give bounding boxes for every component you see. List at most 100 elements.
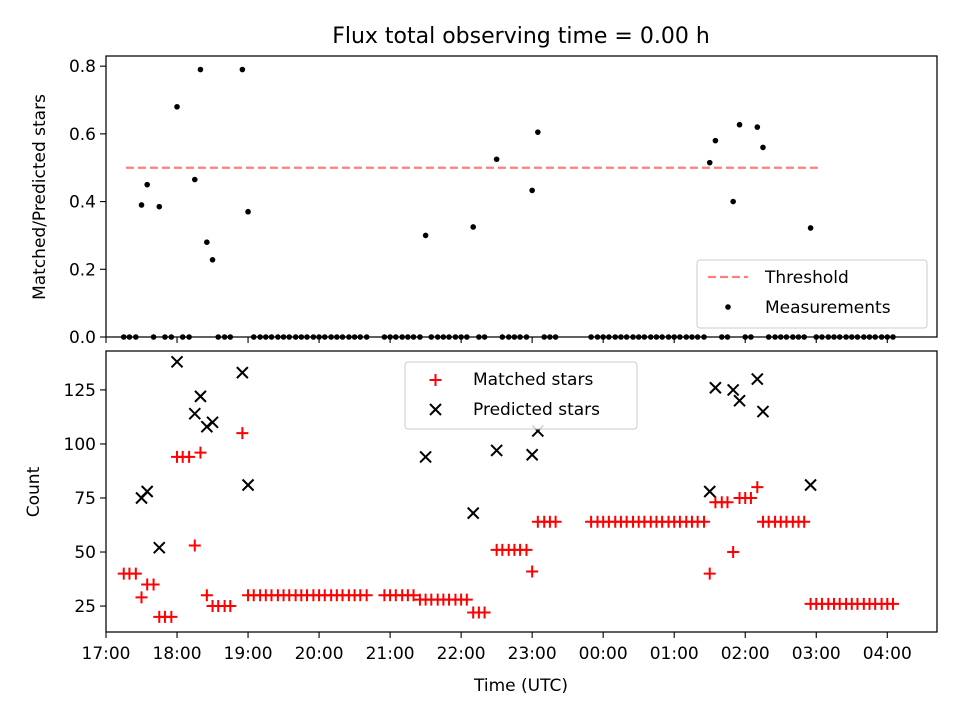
predicted-star-marker — [140, 485, 154, 498]
matched-star-marker — [727, 546, 740, 559]
bottom-plot-area — [117, 355, 899, 623]
bottom-x-tick-label: 02:00 — [721, 644, 770, 664]
legend-predicted-label: Predicted stars — [473, 400, 600, 420]
bottom-legend-box — [404, 361, 638, 430]
matched-star-marker — [886, 597, 899, 610]
predicted-star-marker — [466, 506, 480, 520]
matched-star-marker — [236, 427, 249, 440]
predicted-star-marker — [751, 372, 764, 386]
matched-star-marker — [520, 543, 533, 556]
matched-star-marker — [526, 565, 539, 578]
predicted-star-marker — [709, 381, 722, 394]
bottom-y-tick-label: 50 — [74, 543, 96, 563]
legend-threshold-label: Threshold — [764, 268, 849, 288]
measurement-point — [736, 121, 743, 128]
measurement-point — [712, 137, 719, 144]
predicted-star-marker — [241, 478, 255, 492]
matched-star-marker — [183, 450, 196, 463]
predicted-star-marker — [170, 355, 184, 369]
bottom-y-tick-label: 25 — [74, 597, 96, 617]
predicted-star-marker — [206, 416, 219, 429]
measurement-point — [422, 232, 429, 239]
top-axes-frame — [105, 55, 938, 338]
measurement-point — [493, 156, 500, 163]
matched-star-marker — [188, 539, 201, 552]
top-y-axis-label: Matched/Predicted stars — [30, 94, 50, 300]
chart-title: Flux total observing time = 0.00 h — [332, 24, 710, 49]
bottom-legend: Matched stars Predicted stars — [404, 361, 638, 430]
measurement-point — [754, 124, 761, 130]
bottom-x-tick-label: 21:00 — [366, 644, 415, 664]
matched-star-marker — [360, 589, 373, 602]
predicted-star-marker — [525, 448, 539, 461]
legend-measurements-marker — [725, 304, 731, 310]
measurement-point — [245, 208, 251, 215]
legend-measurements-label: Measurements — [765, 298, 891, 318]
measurement-point — [706, 159, 713, 166]
bottom-x-tick-label: 17:00 — [82, 644, 131, 664]
matched-star-marker — [721, 496, 734, 509]
top-y-tick-label: 0.0 — [69, 328, 96, 348]
matched-star-marker — [135, 591, 148, 604]
bottom-y-tick-label: 75 — [74, 489, 96, 509]
bottom-y-axis-label: Count — [24, 466, 44, 517]
predicted-star-marker — [490, 444, 503, 457]
bottom-x-tick-label: 18:00 — [153, 644, 202, 664]
legend-matched-marker — [429, 374, 442, 386]
bottom-x-tick-label: 22:00 — [437, 644, 486, 664]
legend-matched-label: Matched stars — [473, 370, 593, 390]
measurement-point — [529, 187, 535, 194]
matched-star-marker — [478, 606, 491, 619]
matched-star-marker — [744, 491, 757, 504]
top-y-ticks: 0.0 0.2 0.4 0.6 0.8 — [69, 57, 888, 348]
bottom-panel: 25 50 75 100 125 17:00 18:00 19:00 20:00 21:00 22:… — [24, 350, 938, 696]
measurement-point — [209, 257, 216, 263]
bottom-x-tick-label: 01:00 — [650, 644, 699, 664]
predicted-star-marker — [188, 407, 201, 420]
measurement-point — [535, 129, 541, 135]
bottom-x-tick-label: 19:00 — [224, 644, 273, 664]
predicted-star-marker — [726, 383, 740, 397]
top-plot-area — [120, 66, 896, 340]
matched-star-marker — [703, 567, 716, 580]
predicted-star-marker — [756, 405, 770, 418]
bottom-x-tick-label: 03:00 — [792, 644, 841, 664]
measurement-point — [174, 103, 180, 110]
predicted-star-marker — [733, 394, 746, 407]
matched-star-marker — [751, 481, 764, 494]
matched-star-marker — [798, 515, 811, 528]
matched-star-marker — [698, 515, 711, 528]
top-legend: Threshold Measurements — [696, 259, 928, 329]
legend-predicted-marker — [429, 403, 442, 416]
predicted-star-marker — [419, 450, 432, 464]
top-legend-box — [696, 259, 928, 329]
bottom-x-tick-label: 23:00 — [508, 644, 557, 664]
measurement-point — [204, 239, 210, 246]
measurement-point — [197, 66, 204, 73]
top-y-tick-label: 0.6 — [69, 125, 96, 145]
measurement-point — [760, 144, 766, 151]
top-y-tick-label: 0.2 — [69, 260, 96, 280]
predicted-star-marker — [153, 541, 166, 554]
matched-star-marker — [407, 589, 420, 602]
bottom-axes-frame — [105, 350, 938, 633]
measurement-point — [156, 203, 163, 210]
matched-star-marker — [129, 567, 142, 580]
bottom-y-tick-label: 125 — [64, 381, 96, 401]
measurement-point — [144, 181, 150, 188]
predicted-star-marker — [703, 485, 716, 498]
measurement-point — [191, 176, 198, 183]
matched-star-marker — [224, 600, 237, 613]
predicted-star-marker — [804, 478, 817, 492]
top-y-tick-label: 0.8 — [69, 57, 96, 77]
matched-star-marker — [460, 593, 473, 606]
measurement-point — [807, 225, 814, 231]
bottom-y-tick-label: 100 — [64, 435, 96, 455]
bottom-x-tick-label: 04:00 — [863, 644, 912, 664]
x-axis-label: Time (UTC) — [473, 676, 568, 696]
matched-star-marker — [147, 578, 160, 591]
predicted-star-marker — [194, 390, 207, 403]
matched-star-marker — [194, 446, 207, 459]
